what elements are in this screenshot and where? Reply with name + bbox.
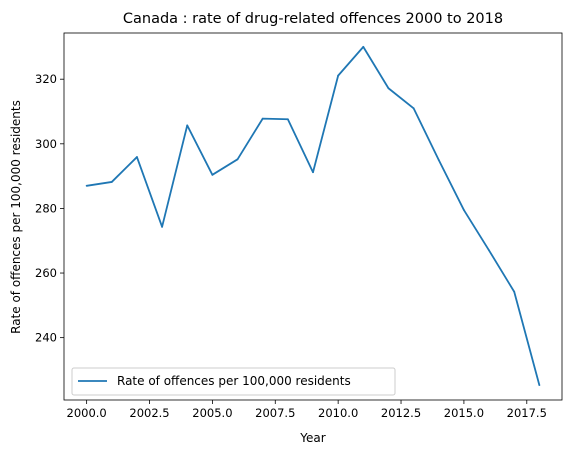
x-tick-label: 2002.5 [129, 406, 169, 420]
y-axis-label: Rate of offences per 100,000 residents [9, 100, 23, 334]
data-point [261, 117, 264, 120]
y-tick-label: 240 [35, 331, 57, 345]
legend-label: Rate of offences per 100,000 residents [117, 374, 351, 388]
x-axis-label: Year [299, 431, 325, 445]
data-point [488, 249, 490, 252]
data-point [286, 118, 289, 121]
data-point [513, 290, 516, 293]
x-tick-label: 2017.5 [507, 406, 547, 420]
plot-area: 2000.0 2002.5 2005.0 2007.5 2010.0 2012.5 2015… [35, 32, 563, 420]
y-tick-label: 320 [35, 72, 57, 86]
data-point [463, 209, 465, 211]
data-point [412, 107, 415, 110]
plot-frame [63, 32, 563, 401]
data-point [211, 173, 214, 176]
legend: Rate of offences per 100,000 residents [71, 367, 396, 396]
y-tick-label: 300 [35, 137, 57, 151]
data-point [186, 124, 189, 127]
data-point [337, 74, 340, 77]
data-point [312, 171, 314, 174]
y-tick-label: 280 [35, 201, 57, 215]
data-point [387, 87, 390, 90]
data-point [110, 181, 113, 183]
x-tick-label: 2007.5 [255, 406, 295, 420]
data-point [362, 45, 365, 48]
x-tick-label: 2005.0 [192, 406, 232, 420]
data-point [437, 159, 440, 161]
legend-box [71, 367, 396, 396]
data-point [538, 384, 541, 387]
data-point [136, 156, 138, 158]
x-tick-label: 2010.0 [318, 406, 358, 420]
data-point [161, 225, 163, 228]
x-tick-label: 2015.0 [444, 406, 484, 420]
y-tick-label: 260 [35, 266, 57, 280]
chart-title: Canada : rate of drug-related offences 2… [123, 11, 503, 27]
x-tick-label: 2000.0 [67, 406, 107, 420]
data-point [236, 158, 239, 161]
x-tick-label: 2012.5 [381, 406, 421, 420]
data-point [85, 184, 88, 187]
